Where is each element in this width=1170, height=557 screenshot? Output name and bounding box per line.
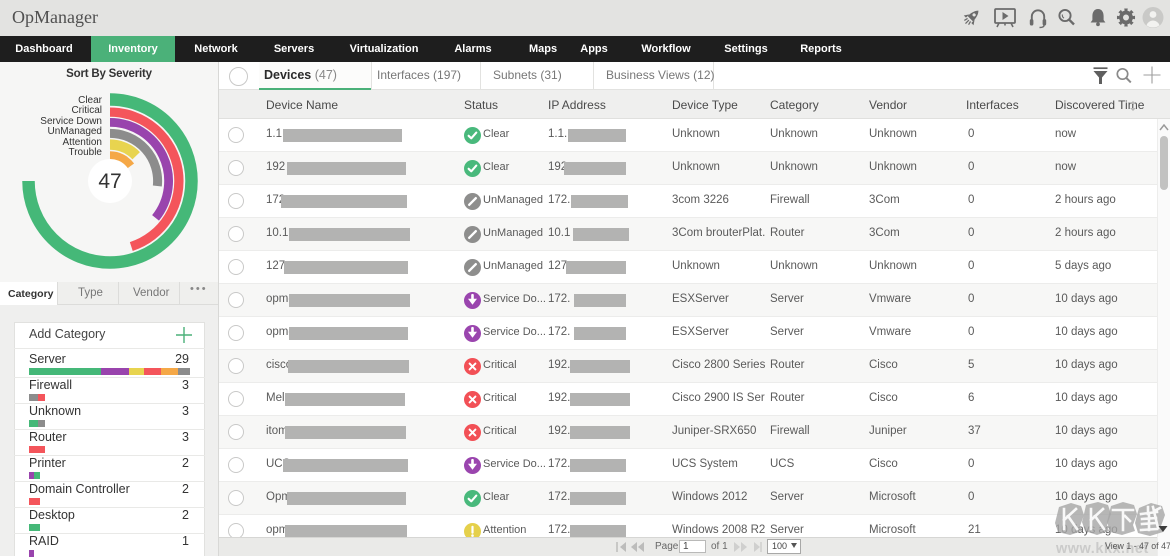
svg-text:47: 47	[98, 170, 121, 193]
svg-text:www.kkx.net: www.kkx.net	[1055, 541, 1149, 556]
